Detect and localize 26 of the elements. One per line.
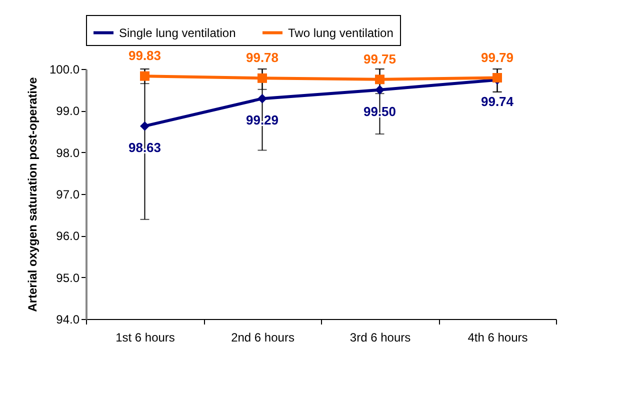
- x-tick-label: 1st 6 hours: [116, 330, 175, 344]
- y-axis-title: Arterial oxygen saturation post-operative: [25, 76, 40, 312]
- point: [375, 74, 384, 84]
- point: [375, 85, 384, 95]
- y-tick-label: 99.0: [56, 104, 80, 118]
- y-tick-label: 95.0: [56, 270, 80, 285]
- data-label: 99.74: [480, 94, 514, 109]
- data-label: 99.79: [480, 50, 514, 65]
- legend-label: Single lung ventilation: [119, 26, 236, 40]
- data-label: 99.83: [128, 48, 162, 64]
- point: [140, 121, 150, 131]
- point: [258, 73, 267, 83]
- y-tick-label: 94.0: [56, 312, 80, 326]
- data-label: 99.78: [246, 50, 279, 66]
- y-tick-label: 97.0: [56, 188, 80, 202]
- legend-label: Two lung ventilation: [288, 26, 394, 40]
- y-tick-label: 96.0: [56, 229, 80, 244]
- point: [140, 71, 150, 81]
- y-tick-label: 100.0: [49, 62, 80, 76]
- data-label: 99.75: [363, 51, 396, 66]
- x-tick-label: 3rd 6 hours: [350, 330, 411, 344]
- y-tick-label: 98.0: [56, 146, 80, 160]
- point: [258, 94, 267, 104]
- x-tick-label: 4th 6 hours: [468, 330, 528, 344]
- x-tick-label: 2nd 6 hours: [231, 330, 294, 344]
- point: [492, 73, 502, 82]
